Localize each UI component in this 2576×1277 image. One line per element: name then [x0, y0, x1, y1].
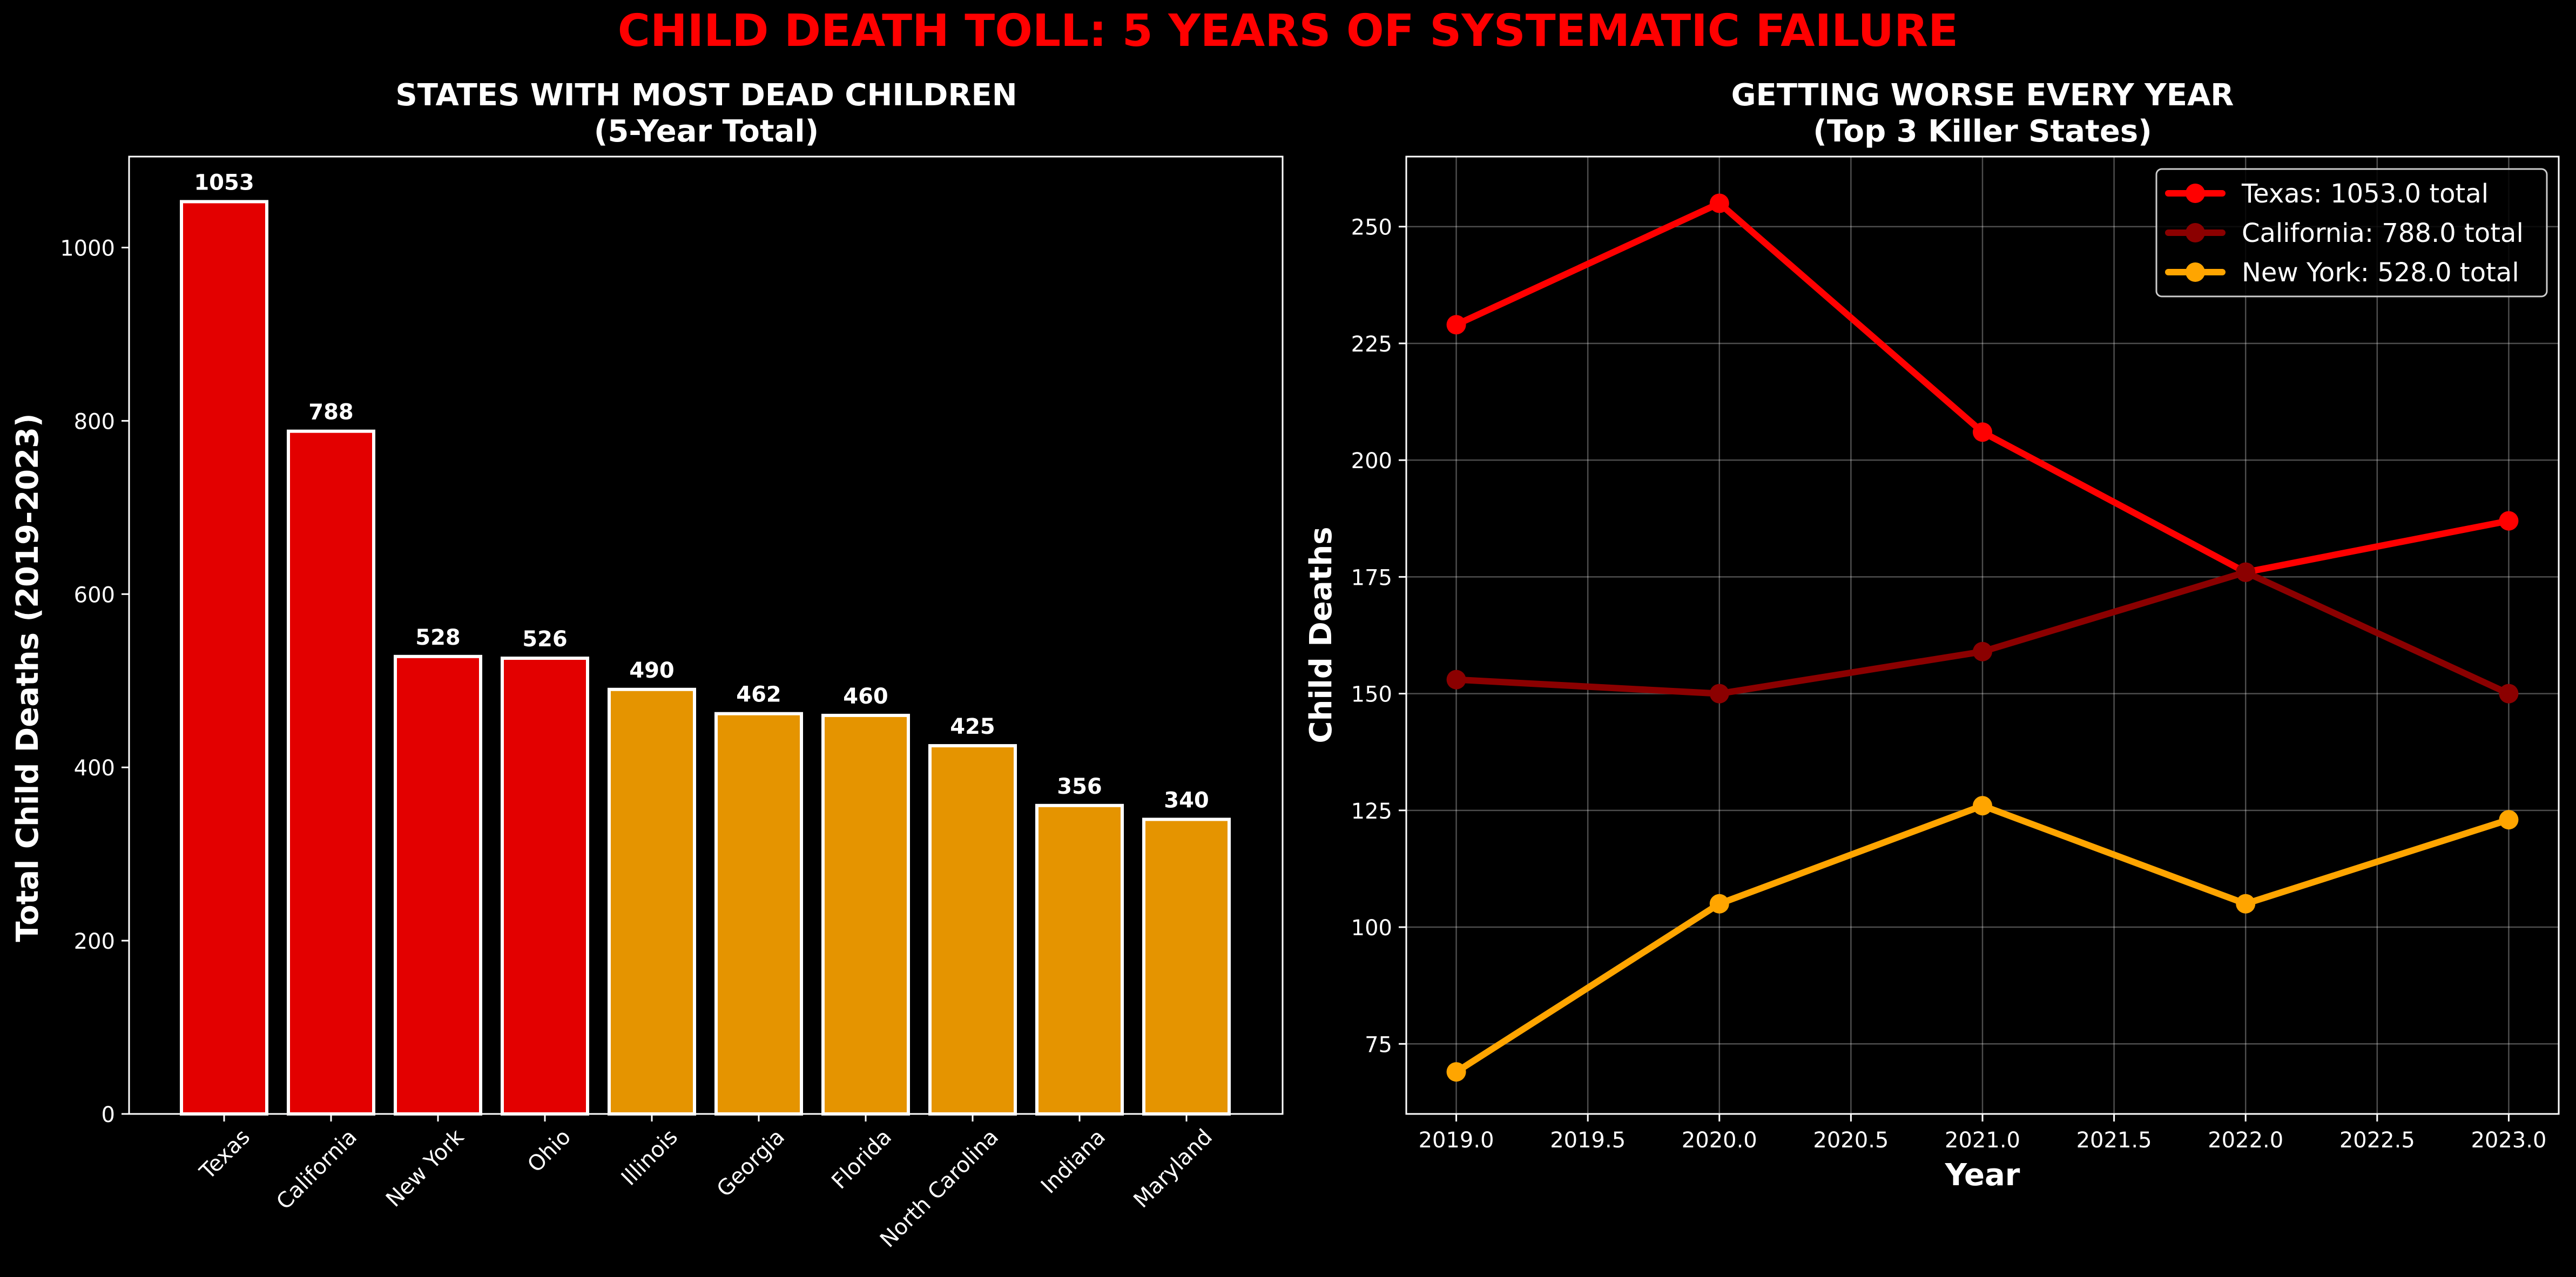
bar: [821, 713, 910, 1116]
line-y-tick-label: 200: [1351, 449, 1392, 474]
line-point: [1973, 641, 1992, 661]
bar: [287, 429, 375, 1116]
line-y-tick-label: 175: [1351, 565, 1392, 590]
line-point: [2499, 684, 2519, 704]
bar-value-label: 788: [308, 400, 354, 425]
bar-y-tick-label: 800: [74, 409, 115, 434]
line-chart-ticks: 2019.0 2019.5 2020.0 2020.5 2021.0 2021.5 2022…: [1351, 215, 2547, 1153]
line-x-tick-label: 2023.0: [2471, 1128, 2546, 1153]
bar-value-label: 340: [1164, 788, 1209, 813]
line-chart-legend: Texas: 1053.0 total California: 788.0 tot…: [2155, 168, 2548, 298]
line-point: [1709, 193, 1729, 213]
line-x-tick-label: 2022.0: [2208, 1128, 2283, 1153]
legend-label: New York: 528.0 total: [2242, 258, 2519, 288]
line-chart-title: GETTING WORSE EVERY YEAR: [1731, 78, 2234, 113]
bar-value-label: 356: [1057, 774, 1102, 799]
line-y-tick-label: 125: [1351, 799, 1392, 824]
bar-y-tick-label: 1000: [60, 236, 115, 261]
bar-value-label: 528: [415, 625, 461, 650]
line-x-tick-label: 2022.5: [2339, 1128, 2415, 1153]
line-chart-subtitle: (Top 3 Killer States): [1813, 114, 2152, 149]
bar: [501, 657, 589, 1116]
line-point: [1446, 1062, 1466, 1082]
line-y-tick-label: 225: [1351, 332, 1392, 357]
line-point: [2499, 511, 2519, 531]
bar-value-label: 490: [629, 658, 675, 683]
legend-swatch-marker: [2186, 223, 2205, 242]
bar-chart-y-ticks: 0 200 400 600 800 1000: [60, 236, 129, 1127]
line-point: [1973, 796, 1992, 816]
line-chart-series: [1446, 193, 2519, 1082]
bar-value-label: 462: [736, 683, 781, 707]
legend-swatch-marker: [2186, 262, 2205, 282]
bar-chart-bars: 1053 788 528 526 490 462 460 425 356 340: [180, 170, 1231, 1116]
bar: [608, 687, 696, 1116]
bar-chart-subtitle: (5-Year Total): [594, 114, 819, 149]
bar-chart-y-axis-label: Total Child Deaths (2019-2023): [10, 413, 45, 942]
legend-swatch-marker: [2186, 184, 2205, 203]
line-point: [2499, 810, 2519, 830]
line-x-tick-label: 2020.5: [1813, 1128, 1889, 1153]
line-point: [1709, 684, 1729, 704]
line-point: [1446, 670, 1466, 690]
line-point: [1973, 422, 1992, 442]
bar: [1142, 817, 1231, 1116]
line-point: [2236, 894, 2256, 914]
line-y-tick-label: 100: [1351, 916, 1392, 941]
bar-chart-title: STATES WITH MOST DEAD CHILDREN: [395, 78, 1017, 113]
legend-box: [2155, 168, 2548, 298]
line-chart: GETTING WORSE EVERY YEAR (Top 3 Killer S…: [1304, 78, 2560, 1193]
line-x-tick-label: 2021.5: [2076, 1128, 2152, 1153]
bar-value-label: 460: [843, 684, 888, 709]
bar-value-label: 1053: [194, 170, 254, 195]
line-x-tick-label: 2021.0: [1945, 1128, 2020, 1153]
figure-title: CHILD DEATH TOLL: 5 YEARS OF SYSTEMATIC …: [618, 5, 1958, 57]
bar: [394, 654, 482, 1116]
line-point: [1446, 315, 1466, 335]
bar: [714, 712, 803, 1116]
bar: [1035, 803, 1124, 1116]
legend-label: California: 788.0 total: [2242, 218, 2524, 248]
line-point: [2236, 562, 2256, 582]
line-y-tick-label: 250: [1351, 215, 1392, 240]
legend-label: Texas: 1053.0 total: [2241, 179, 2489, 209]
line-chart-y-axis-label: Child Deaths: [1304, 526, 1339, 743]
line-x-tick-label: 2019.0: [1419, 1128, 1494, 1153]
line-x-tick-label: 2019.5: [1550, 1128, 1626, 1153]
line-chart-plot-frame: [1405, 156, 2560, 1115]
bar-value-label: 526: [522, 627, 568, 652]
bar-chart-plot-frame: [128, 156, 1284, 1115]
bar-y-tick-label: 0: [102, 1103, 115, 1127]
bar-y-tick-label: 400: [74, 756, 115, 781]
bar-y-tick-label: 600: [74, 583, 115, 607]
bar: [180, 200, 268, 1116]
bar-value-label: 425: [950, 714, 995, 739]
line-x-tick-label: 2020.0: [1682, 1128, 1757, 1153]
bar: [928, 744, 1017, 1116]
line-chart-x-axis-label: Year: [1945, 1158, 2020, 1193]
line-point: [1709, 894, 1729, 914]
bar-y-tick-label: 200: [74, 929, 115, 954]
line-y-tick-label: 75: [1365, 1032, 1392, 1057]
line-y-tick-label: 150: [1351, 683, 1392, 707]
